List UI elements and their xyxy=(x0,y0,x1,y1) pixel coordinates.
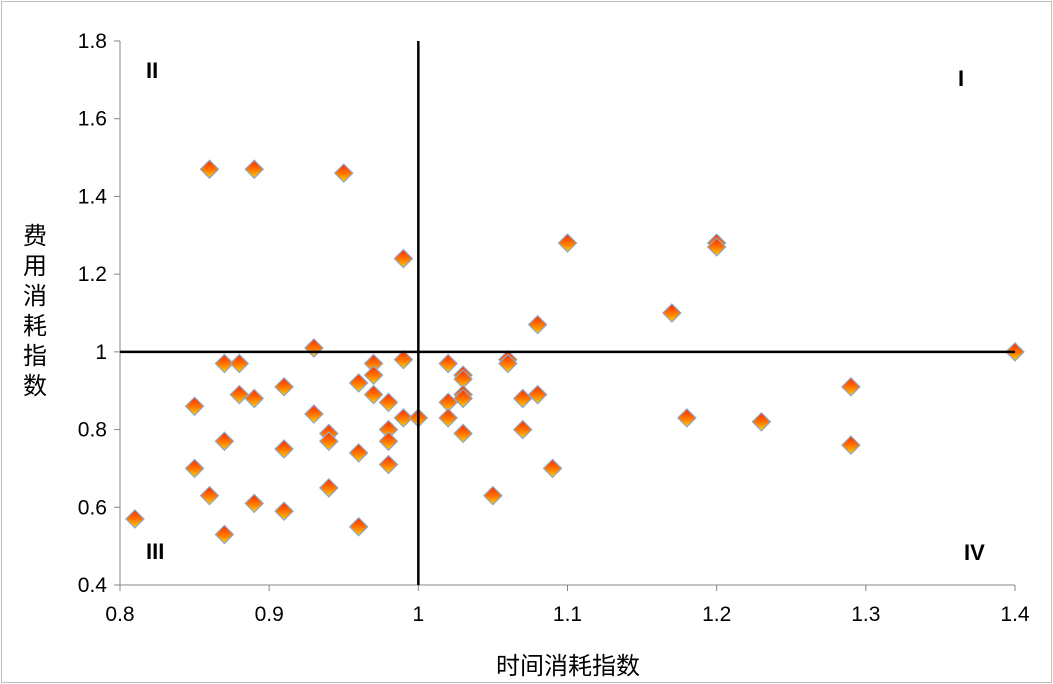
data-point xyxy=(393,349,414,370)
data-point xyxy=(125,509,145,529)
data-point xyxy=(527,384,548,405)
data-point xyxy=(438,353,459,374)
quadrant-label-i: I xyxy=(958,66,964,91)
x-tick-label: 1.3 xyxy=(851,603,880,626)
data-point xyxy=(363,365,384,386)
y-tick-label: 0.6 xyxy=(78,496,107,519)
y-tick-label: 1.6 xyxy=(78,108,107,131)
data-point xyxy=(274,376,294,397)
y-tick-label: 1 xyxy=(95,341,107,364)
data-point xyxy=(214,431,235,452)
data-point xyxy=(214,353,235,374)
data-point xyxy=(184,396,205,417)
data-point xyxy=(438,408,459,428)
data-point xyxy=(512,388,533,409)
data-point xyxy=(348,443,369,463)
data-point xyxy=(348,516,369,537)
x-tick-label: 1.2 xyxy=(702,603,731,626)
data-point xyxy=(229,353,250,374)
data-point xyxy=(274,439,294,459)
y-tick-label: 1.8 xyxy=(78,30,107,53)
y-tick-label: 1.4 xyxy=(78,185,108,208)
data-point xyxy=(214,524,235,545)
data-point xyxy=(751,411,772,432)
data-point xyxy=(229,384,250,405)
data-point xyxy=(527,314,548,335)
data-point xyxy=(512,419,533,440)
data-point xyxy=(841,376,861,397)
data-point xyxy=(199,159,220,180)
y-tick-label: 0.8 xyxy=(78,419,107,442)
tick-labels: 0.4 0.6 0.8 1 1.2 1.4 1.6 1.8 0.8 0.9 1 1.1 1.2 1.3 1.… xyxy=(78,30,1030,626)
quadrant-label-iv: IV xyxy=(964,540,985,565)
data-point xyxy=(333,163,354,183)
data-point xyxy=(318,431,339,452)
x-tick-label: 1.1 xyxy=(553,603,582,626)
data-point xyxy=(676,408,697,428)
reference-lines xyxy=(120,41,1015,585)
data-point xyxy=(274,501,294,522)
data-point xyxy=(363,384,384,405)
y-tick-label: 0.4 xyxy=(78,574,108,597)
data-point xyxy=(304,338,324,358)
data-point xyxy=(483,485,503,506)
y-axis-title: 费用消耗指数 xyxy=(23,222,47,400)
data-point xyxy=(378,454,399,475)
data-point xyxy=(706,237,727,257)
data-point xyxy=(348,373,369,393)
x-tick-label: 0.8 xyxy=(105,603,134,626)
data-point xyxy=(662,303,682,323)
data-point xyxy=(542,458,563,479)
data-point xyxy=(453,423,473,444)
data-point xyxy=(497,353,518,374)
data-point xyxy=(841,435,861,455)
data-point xyxy=(199,485,220,506)
data-point xyxy=(318,478,339,498)
x-tick-label: 0.9 xyxy=(255,603,284,626)
data-point xyxy=(378,431,399,452)
data-point xyxy=(304,404,324,424)
data-point xyxy=(453,388,473,409)
data-points xyxy=(125,159,1025,545)
data-point xyxy=(378,392,399,413)
x-tick-label: 1.4 xyxy=(1000,603,1030,626)
data-point xyxy=(244,159,265,180)
quadrant-label-iii: III xyxy=(146,539,164,564)
data-point xyxy=(393,248,414,269)
data-point xyxy=(244,388,265,409)
y-tick-label: 1.2 xyxy=(78,263,107,286)
axes-group xyxy=(114,40,1016,591)
x-axis-title: 时间消耗指数 xyxy=(496,652,640,680)
data-point xyxy=(557,233,578,253)
data-point xyxy=(244,493,265,514)
quadrant-label-ii: II xyxy=(146,58,158,83)
data-point xyxy=(184,458,205,479)
x-tick-label: 1 xyxy=(412,603,424,626)
data-point xyxy=(393,408,414,428)
